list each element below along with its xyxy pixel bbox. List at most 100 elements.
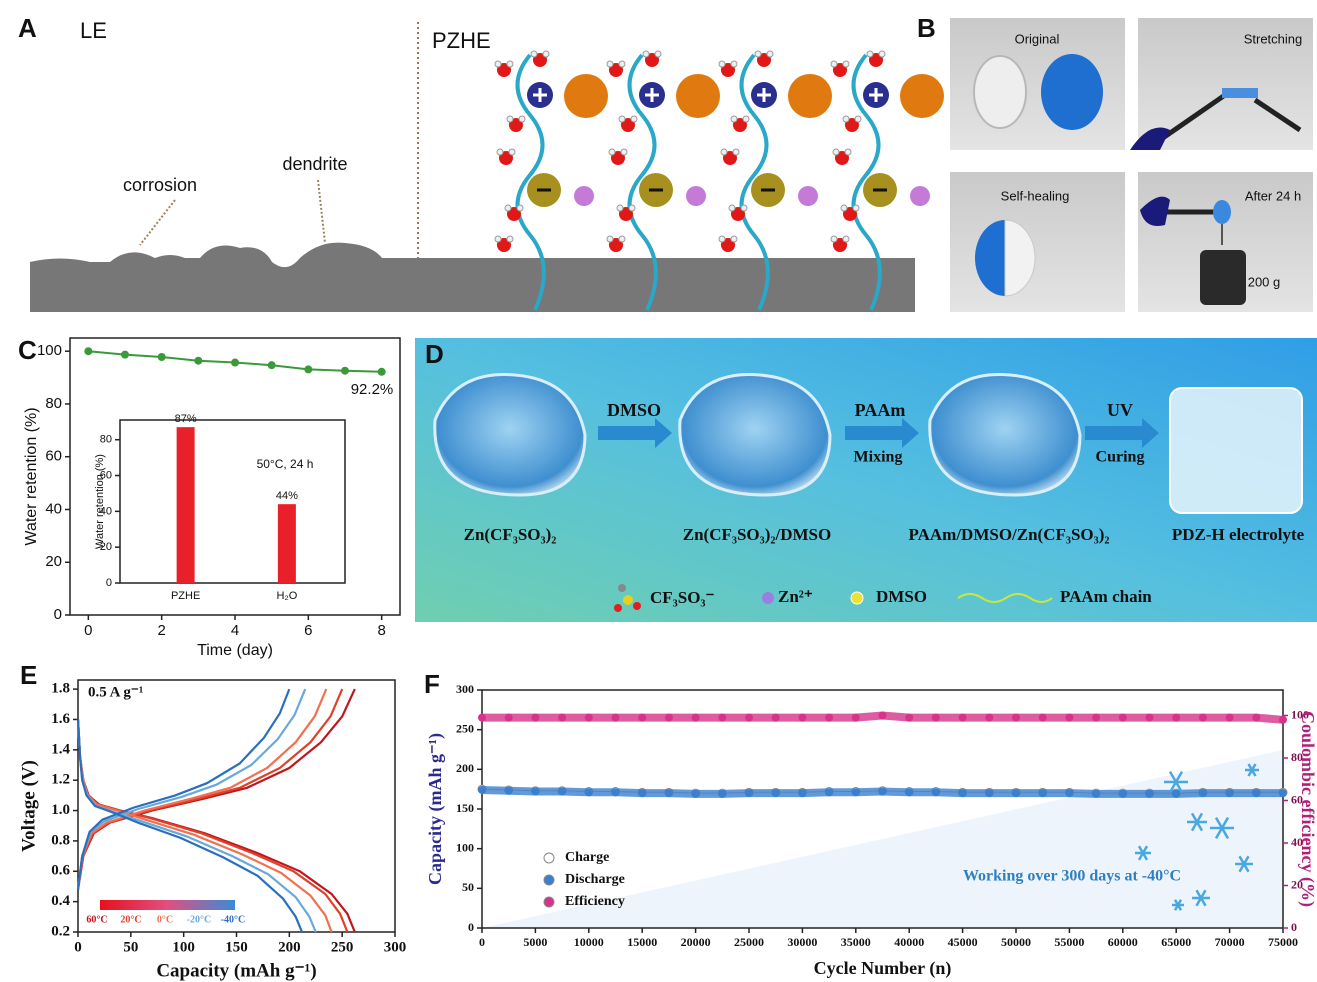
data-point [341,367,349,375]
data-point [478,714,486,722]
step-label: DMSO [607,400,661,420]
le-label: LE [80,18,107,43]
x-tick-label: 2 [157,622,165,639]
data-point [772,789,780,797]
y-tick-label: 20 [45,553,62,570]
gel-clear [974,56,1026,128]
blob [435,375,585,495]
weight [1200,250,1246,305]
y-tick-label: 0.8 [51,832,70,848]
data-point [772,714,780,722]
water-h [867,51,873,57]
data-point [1092,790,1100,798]
water-h [507,116,513,122]
data-point [932,788,940,796]
x-tick-label: 150 [225,939,248,955]
water-h [833,149,839,155]
x-axis-label: Time (day) [197,642,273,659]
panel-label: F [424,669,440,699]
y-tick-label: 40 [45,500,62,517]
water-h [543,51,549,57]
legend-label: -20°C [187,914,212,925]
water-h [879,51,885,57]
water-h [721,149,727,155]
x-tick-label: 65000 [1161,935,1191,949]
x-tick-label: 55000 [1054,935,1084,949]
x-tick-label: 4 [231,622,239,639]
y-tick-label: 0 [106,577,112,589]
legend-marker [544,897,554,907]
water-h [505,205,511,211]
water-h [719,61,725,67]
anion [676,74,720,118]
data-point [718,790,726,798]
data-point [692,714,700,722]
data-point [985,789,993,797]
legend-marker [544,875,554,885]
y-tick-label: 0.4 [51,893,70,909]
data-point [879,712,887,720]
data-point [378,368,386,376]
charge-curve [78,689,342,889]
bar [278,504,296,583]
data-point [1146,790,1154,798]
water-h [729,205,735,211]
y-tick-label: 1.6 [51,711,70,727]
y-tick-label: 200 [456,761,474,775]
data-point [1199,714,1207,722]
legend-icon [623,595,633,605]
x-tick-label: 70000 [1215,935,1245,949]
legend-label: Efficiency [565,894,625,909]
data-point [158,353,166,361]
data-point [612,714,620,722]
data-point [1065,714,1073,722]
y2-axis-label: Coulombic efficiency (%) [1297,711,1317,907]
x-tick-label: 100 [172,939,195,955]
x-tick-label: 200 [278,939,301,955]
y-tick-label: 1.2 [51,772,70,788]
anion [900,74,944,118]
water-h [631,116,637,122]
legend-label: CF₃SO₃⁻ [650,588,715,607]
gel-stretched [1222,88,1258,98]
data-point [505,787,513,795]
photo-label: Self-healing [1001,188,1070,203]
pointer [140,200,175,245]
water-h [843,61,849,67]
annotation: Working over 300 days at -40°C [963,868,1181,885]
legend-label: -40°C [221,914,246,925]
y-tick-label: 50 [462,880,474,894]
x-tick-label: 250 [331,939,354,955]
value-label: 44% [276,490,298,502]
data-point [558,714,566,722]
water-h [855,116,861,122]
x-tick-label: 0 [479,935,485,949]
hydrogel-block [1170,388,1302,513]
y-axis-label: Voltage (V) [18,760,39,852]
colorbar [100,900,235,910]
water-h [831,61,837,67]
water-h [629,205,635,211]
legend-label: Zn²⁺ [778,587,813,606]
water-h [507,236,513,242]
panel-label: D [425,339,444,369]
data-point [798,714,806,722]
water-h [619,61,625,67]
y-tick-label: 80 [100,434,112,446]
legend-icon [614,604,622,612]
data-point [612,788,620,796]
x-tick-label: 40000 [894,935,924,949]
water-h [519,116,525,122]
x-axis-label: Capacity (mAh g⁻¹) [156,960,316,981]
data-point [505,714,513,722]
plot-frame [78,680,395,932]
value-label: 87% [175,413,197,425]
zn-ion [686,186,706,206]
x-axis-label: Cycle Number (n) [814,958,952,979]
data-point [665,714,673,722]
water-h [843,236,849,242]
zn-ion [574,186,594,206]
water-h [495,61,501,67]
gel [1213,200,1231,224]
panel-label: E [20,660,37,690]
